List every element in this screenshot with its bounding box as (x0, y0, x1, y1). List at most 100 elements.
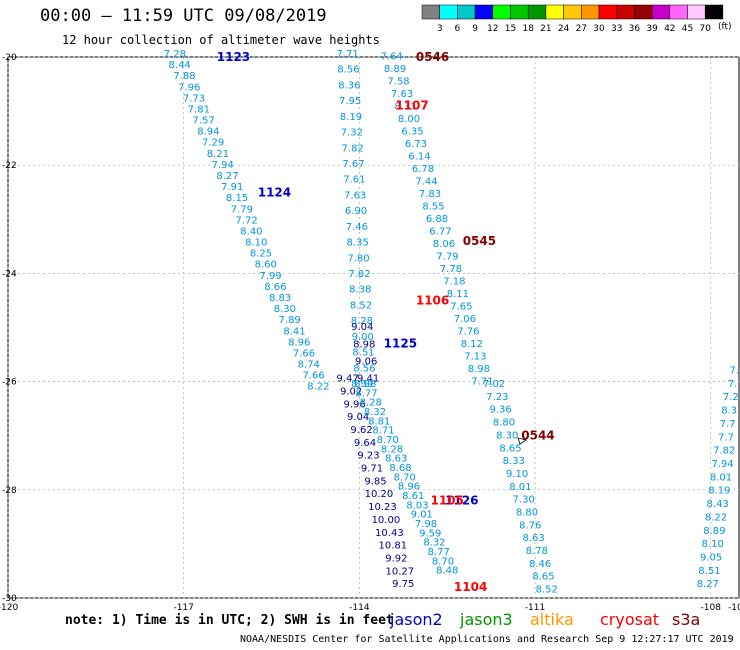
footer-credit: NOAA/NESDIS Center for Satellite Applica… (240, 634, 734, 645)
wave-height-point: 7.80 (347, 253, 369, 264)
wave-height-point: 8.65 (532, 572, 554, 583)
wave-height-point: 7.78 (440, 264, 462, 275)
wave-height-point: 7.61 (343, 175, 365, 186)
wave-height-point: 8.19 (340, 112, 362, 123)
wave-height-point: 8.46 (529, 559, 551, 570)
legend-tick-label: 27 (576, 24, 587, 34)
pass-time-label: 1107 (395, 99, 428, 113)
wave-height-point: 8.03 (406, 500, 428, 511)
pass-time-label: 1105 (430, 494, 463, 508)
wave-height-point: 7.58 (387, 77, 409, 88)
wave-height-point: 7.02 (483, 379, 505, 390)
wave-height-point: 8.66 (264, 282, 286, 293)
wave-height-point: 6.35 (401, 127, 423, 138)
page-subtitle: 12 hour collection of altimeter wave hei… (62, 33, 380, 47)
pass-time-label: 1125 (384, 337, 417, 351)
legend-tick-label: 24 (558, 24, 570, 34)
wave-height-point: 8.98 (468, 364, 490, 375)
wave-height-point: 8.48 (436, 566, 458, 577)
wave-height-point: 8.01 (509, 482, 531, 493)
wave-height-point: 10.81 (379, 541, 408, 552)
legend-tick-label: 3 (437, 24, 443, 34)
legend-tick-label: 30 (593, 24, 605, 34)
wave-height-point: 9.96 (343, 399, 365, 410)
wave-height-point: 8.15 (226, 193, 248, 204)
legend-tick-label: 18 (522, 24, 534, 34)
satellite-legend-item: altika (530, 610, 574, 629)
wave-height-point: 8.96 (288, 337, 310, 348)
x-tick-label: -108 (701, 603, 722, 613)
wave-height-point: 8.43 (707, 499, 729, 510)
legend-tick-label: 36 (629, 24, 641, 34)
wave-height-point: 8.77 (428, 547, 450, 558)
wave-height-point: 8.55 (422, 202, 444, 213)
wave-height-point: 8.30 (274, 304, 296, 315)
wave-height-point: 8.40 (240, 226, 262, 237)
wave-height-point: 7.2 (723, 392, 739, 403)
island-outline (517, 437, 527, 445)
wave-height-point: 8.81 (368, 416, 390, 427)
wave-height-point: 8.28 (351, 316, 373, 327)
wave-height-point: 8.27 (697, 579, 719, 590)
wave-height-point: 7.71 (471, 376, 493, 387)
pass-time-label: 1123 (217, 50, 250, 64)
wave-height-point: 9.05 (700, 552, 722, 563)
wave-height-point: 8.30 (496, 430, 518, 441)
note-text: note: 1) Time is in UTC; 2) SWH is in fe… (65, 613, 394, 628)
wave-height-point: 8.56 (337, 65, 359, 76)
wave-height-point: 8.56 (353, 363, 375, 374)
wave-height-point: 7.7 (718, 432, 734, 443)
wave-height-point: 6.77 (429, 226, 451, 237)
satellite-legend-item: jason3 (460, 610, 513, 629)
legend-tick-label: 33 (611, 24, 622, 34)
pass-time-label: 1126 (445, 494, 478, 508)
wave-height-point: 8.89 (384, 64, 406, 75)
wave-height-point: 8.96 (398, 482, 420, 493)
wave-height-point: 8.35 (347, 238, 369, 249)
wave-height-point: 7.66 (302, 371, 324, 382)
x-tick-label: -114 (349, 603, 370, 613)
wave-height-point: 7.82 (348, 269, 370, 280)
wave-height-point: 9.23 (357, 451, 379, 462)
wave-height-point: 8.61 (402, 491, 424, 502)
wave-height-point: 6.14 (408, 152, 430, 163)
wave-height-point: 9.06 (355, 356, 377, 367)
wave-height-point: 8.70 (377, 435, 399, 446)
wave-height-point: 9.47 (337, 374, 359, 385)
wave-height-point: 7.67 (342, 159, 364, 170)
wave-height-point: 9.10 (506, 469, 528, 480)
wave-height-point: 7.76 (457, 326, 479, 337)
wave-height-point: 8.11 (447, 289, 469, 300)
wave-height-point: 7.94 (212, 160, 234, 171)
satellite-legend-item: jason2 (390, 610, 443, 629)
wave-height-point: 9.92 (385, 553, 407, 564)
wave-height-point: 7.64 (380, 52, 402, 63)
x-tick-label: -120 (0, 603, 18, 613)
wave-height-point: 8.10 (245, 238, 267, 249)
wave-height-point: 8.3 (721, 406, 737, 417)
wave-height-point: 8.60 (255, 260, 277, 271)
wave-height-point: 10.27 (385, 566, 414, 577)
wave-height-point: 10.20 (365, 489, 394, 500)
wave-height-point: 8.28 (360, 398, 382, 409)
wave-height-point: 7.73 (183, 93, 205, 104)
wave-height-point: 9.62 (350, 425, 372, 436)
legend-tick-label: 39 (646, 24, 658, 34)
pass-time-label: 0545 (463, 234, 496, 248)
y-tick-label: -24 (2, 269, 17, 279)
wave-height-point: 8.80 (493, 418, 515, 429)
legend-tick-label: 45 (682, 24, 693, 34)
wave-height-point: 8.21 (207, 149, 229, 160)
pass-time-label: 0546 (416, 50, 449, 64)
wave-height-point: 9.36 (490, 405, 512, 416)
wave-height-point: 8.63 (385, 454, 407, 465)
y-tick-label: -26 (2, 378, 17, 388)
page-title: 00:00 — 11:59 UTC 09/08/2019 (40, 6, 327, 26)
wave-height-point: 8.52 (536, 585, 558, 596)
wave-height-point: 8.99 (351, 379, 373, 390)
wave-height-point: 6.73 (405, 139, 427, 150)
wave-height-point: 7.94 (711, 459, 733, 470)
wave-height-point: 7.98 (415, 519, 437, 530)
wave-height-point: 9.00 (352, 332, 374, 343)
wave-height-point: 8.98 (354, 379, 376, 390)
